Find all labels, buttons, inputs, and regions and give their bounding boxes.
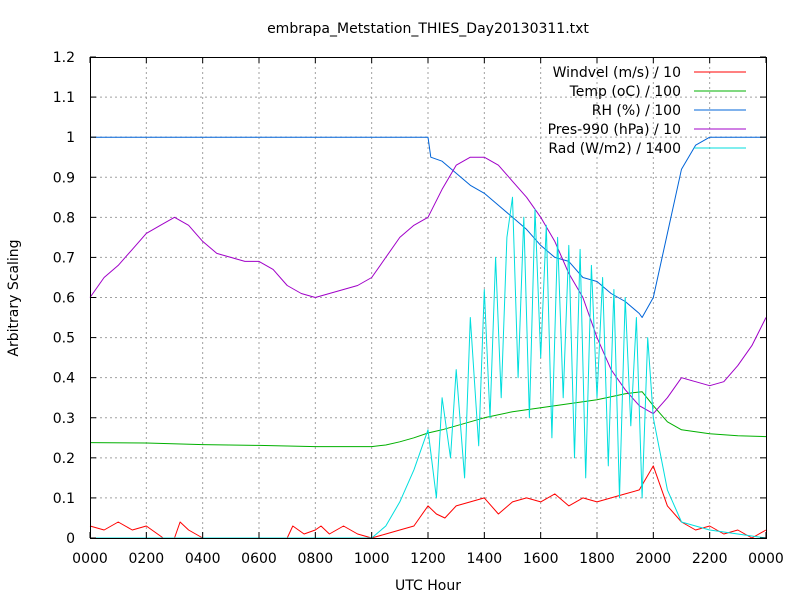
series-line-5	[90, 196, 767, 539]
legend-label: Pres-990 (hPa) / 10	[548, 122, 681, 138]
series-line-1	[89, 465, 767, 539]
legend-label: RH (%) / 100	[592, 103, 681, 119]
x-tick-label: 1200	[410, 551, 446, 567]
x-tick-label: 0000	[72, 551, 108, 567]
legend-label: Windvel (m/s) / 10	[553, 65, 681, 81]
x-tick-label: 2200	[692, 551, 728, 567]
x-tick-label: 1000	[354, 551, 390, 567]
x-tick-label: 0200	[129, 551, 165, 567]
x-tick-label: 0800	[298, 551, 334, 567]
series-layer	[89, 136, 767, 539]
series-line-2	[89, 391, 767, 448]
x-tick-label: 1600	[523, 551, 559, 567]
x-tick-label: 0600	[241, 551, 277, 567]
y-tick-label: 0.8	[53, 210, 75, 226]
y-tick-label: 1.2	[53, 50, 75, 66]
y-tick-label: 1.1	[53, 90, 75, 106]
x-tick-label: 2000	[636, 551, 672, 567]
series-line-3	[90, 136, 766, 318]
y-axis-label: Arbitrary Scaling	[6, 239, 22, 356]
x-axis-label: UTC Hour	[395, 578, 461, 594]
x-tick-label: 0400	[185, 551, 221, 567]
legend: Windvel (m/s) / 10 Temp (oC) / 100 RH (%) …	[548, 65, 746, 157]
x-tick-labels: 0000 0200 0400 0600 0800 1000 1200 1400 1600 1800…	[72, 551, 784, 567]
legend-label: Temp (oC) / 100	[569, 84, 681, 100]
legend-label: Rad (W/m2) / 1400	[548, 141, 681, 157]
chart-title: embrapa_Metstation_THIES_Day20130311.txt	[267, 21, 589, 37]
y-tick-labels: 0 0.1 0.2 0.3 0.4 0.5 0.6 0.7 0.8 0.9 1 1.1 1.2	[53, 50, 75, 547]
y-tick-label: 0.5	[53, 331, 75, 347]
x-tick-label: 1400	[467, 551, 503, 567]
y-tick-label: 1	[66, 130, 75, 146]
y-tick-label: 0	[66, 531, 75, 547]
series-line-4	[89, 156, 767, 415]
axis-ticks	[89, 56, 767, 539]
y-tick-label: 0.9	[53, 170, 75, 186]
y-tick-label: 0.6	[53, 291, 75, 307]
x-tick-label: 0000	[748, 551, 784, 567]
y-tick-label: 0.1	[53, 491, 75, 507]
y-tick-label: 0.4	[53, 371, 75, 387]
y-tick-label: 0.2	[53, 451, 75, 467]
y-tick-label: 0.7	[53, 250, 75, 266]
y-tick-label: 0.3	[53, 411, 75, 427]
x-tick-label: 1800	[579, 551, 615, 567]
